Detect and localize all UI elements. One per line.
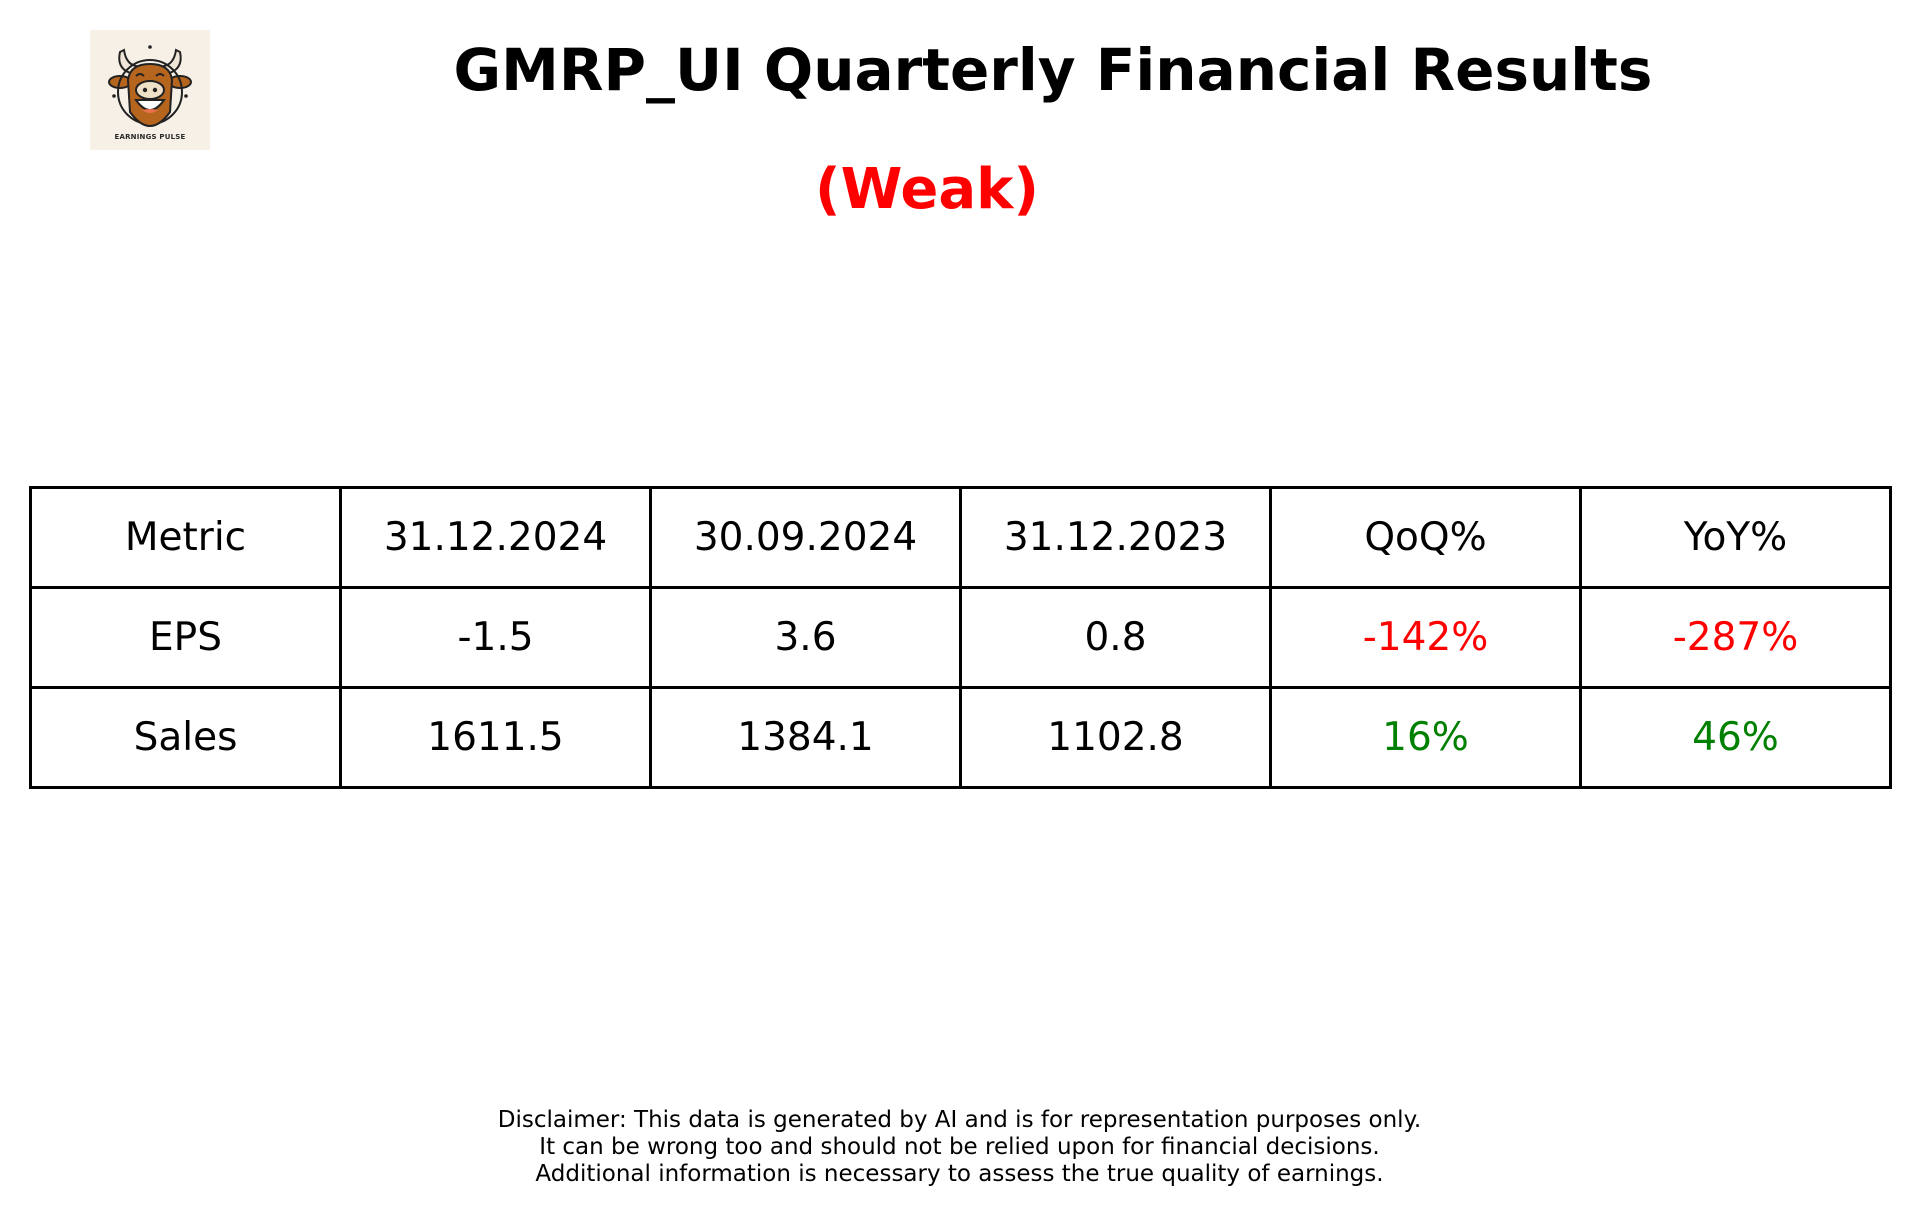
results-table: Metric 31.12.2024 30.09.2024 31.12.2023 …	[29, 486, 1892, 789]
table-row-sales: Sales 1611.5 1384.1 1102.8 16% 46%	[29, 686, 1892, 789]
table-row-eps: EPS -1.5 3.6 0.8 -142% -287%	[29, 586, 1892, 689]
metric-name: EPS	[29, 586, 342, 689]
metric-name: Sales	[29, 686, 342, 789]
bull-mascot-icon	[108, 45, 192, 128]
table-header-row: Metric 31.12.2024 30.09.2024 31.12.2023 …	[29, 486, 1892, 589]
eps-previous-quarter: 3.6	[649, 586, 962, 689]
eps-current-quarter: -1.5	[339, 586, 652, 689]
sales-previous-quarter: 1384.1	[649, 686, 962, 789]
sales-yoy-change: 46%	[1579, 686, 1892, 789]
sales-current-quarter: 1611.5	[339, 686, 652, 789]
rating-label: (Weak)	[815, 157, 1039, 222]
column-header-qoq: QoQ%	[1269, 486, 1582, 589]
eps-year-ago-quarter: 0.8	[959, 586, 1272, 689]
disclaimer-line: Disclaimer: This data is generated by AI…	[497, 1107, 1422, 1133]
eps-qoq-change: -142%	[1269, 586, 1582, 689]
earnings-pulse-logo: EARNINGS PULSE	[90, 30, 210, 150]
column-header-year-ago-quarter: 31.12.2023	[959, 486, 1272, 589]
disclaimer: Disclaimer: This data is generated by AI…	[0, 1107, 1919, 1188]
column-header-current-quarter: 31.12.2024	[339, 486, 652, 589]
sales-qoq-change: 16%	[1269, 686, 1582, 789]
disclaimer-line: It can be wrong too and should not be re…	[539, 1134, 1380, 1160]
logo-text: EARNINGS PULSE	[114, 133, 186, 141]
eps-yoy-change: -287%	[1579, 586, 1892, 689]
column-header-metric: Metric	[29, 486, 342, 589]
column-header-yoy: YoY%	[1579, 486, 1892, 589]
column-header-previous-quarter: 30.09.2024	[649, 486, 962, 589]
page-title: GMRP_UI Quarterly Financial Results	[453, 36, 1653, 104]
disclaimer-line: Additional information is necessary to a…	[535, 1161, 1384, 1187]
sales-year-ago-quarter: 1102.8	[959, 686, 1272, 789]
